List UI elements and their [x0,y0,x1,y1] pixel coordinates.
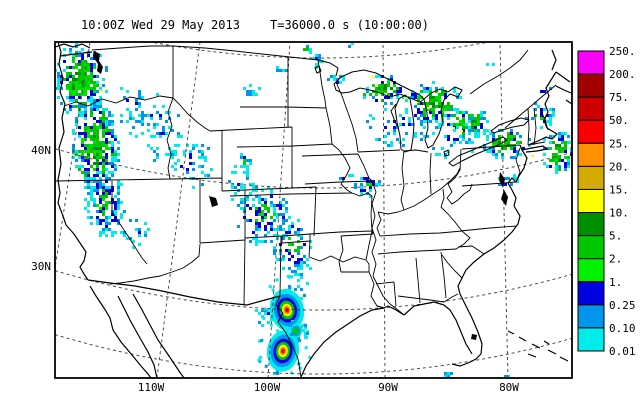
colorbar-label-50.: 50. [609,114,629,127]
map-boundaries-layer [55,42,572,378]
precip-region-oregon-se-scatter [120,219,150,249]
x-axis-labels: 110W 100W 90W 80W [138,381,520,394]
precip-region-superior-northwest [327,75,345,84]
colorbar-cell-200. [577,73,605,98]
precip-region-newengland-north [525,102,555,129]
x-tick-label-80W: 80W [499,381,519,394]
precip-region-top-edge-speck [348,42,354,48]
map-frame [54,41,573,379]
yellow-speck [100,90,103,92]
canada-border-lines [91,45,557,129]
x-tick-label-90W: 90W [378,381,398,394]
colorbar-cell-2. [577,258,605,283]
yellow-speck [452,127,455,129]
y-axis-labels: 40N 30N [31,144,51,273]
colorbar-legend: 250. 200. 75. 50. 25. 20. 15. 10. 5. 2. 1. 0.25 0.10… [577,45,636,358]
storm-cell-texas-storm-south [257,326,312,375]
colorbar-cell-15. [577,188,605,214]
colorbar-cell-1. [577,281,605,306]
eastern-state-borders [440,107,549,303]
precip-region-colorado-south [273,219,312,270]
colorbar-label-15.: 15. [609,183,629,196]
x-tick-label-110W: 110W [138,381,165,394]
colorbar-label-5.: 5. [609,230,622,243]
colorbar-cell-25. [577,142,605,167]
colorbar-label-1.: 1. [609,276,622,289]
precip-region-lake-huron-mass [405,81,462,126]
precip-region-gulf-coast-speck-1 [444,372,453,378]
colorbar-cell-50. [577,119,605,144]
plot-title-model-time: T=36000.0 s (10:00:00) [270,18,429,32]
precip-region-montana-northeast [243,84,261,96]
colorbar-label-250.: 250. [609,45,636,58]
precip-region-maine-top-specks [540,87,552,93]
colorbar-cell-20. [577,165,605,190]
yellow-speck [371,76,374,78]
colorbar-label-10.: 10. [609,207,629,220]
precip-region-north-dakota-top [303,45,312,54]
precip-region-texas-west-scatter [255,309,273,327]
graticule-layer [55,42,572,378]
colorbar-label-25.: 25. [609,137,629,150]
yellow-speck [531,155,534,157]
yellow-speck [427,107,430,109]
precip-region-pacific-northwest-north [55,42,108,120]
storm-cell-texas-storm-mid [287,320,309,346]
precip-region-quebec-top-specks [486,63,495,66]
colorbar-label-0.10: 0.10 [609,322,636,335]
plains-midwest-borders [301,81,463,316]
precip-region-gulf-coast-speck-2 [504,375,510,378]
precip-region-cascades-east [120,87,144,123]
west-coastline [55,42,281,378]
colorbar-label-75.: 75. [609,91,629,104]
great-lakes-outlines [333,69,530,167]
colorbar-label-200.: 200. [609,68,636,81]
y-tick-label-40N: 40N [31,144,51,157]
precip-region-south-dakota-cell [240,153,252,168]
colorbar-label-0.01: 0.01 [609,345,636,358]
colorbar-cell-0.10 [577,327,605,352]
colorbar-cell-10. [577,212,605,237]
precip-region-colorado-nm-border [291,261,312,285]
precipitation-layer [55,42,572,378]
colorbar-cell-75. [577,96,605,121]
plot-title-datetime: 10:00Z Wed 29 May 2013 [81,18,240,32]
colorbar-cell-250. [577,50,605,75]
precip-region-montana-top [276,66,288,72]
caribbean-islands [507,330,569,362]
precip-region-idaho-se-scatter [171,144,213,189]
colorbar-label-20.: 20. [609,160,629,173]
colorbar-label-2.: 2. [609,253,622,266]
y-tick-label-30N: 30N [31,260,51,273]
precip-region-idaho-scatter [129,93,183,162]
yellow-speck [460,130,463,132]
colorbar-cell-0.25 [577,304,605,329]
colorbar-cell-5. [577,235,605,260]
colorbar-label-0.25: 0.25 [609,299,636,312]
yellow-speck [404,97,407,99]
western-state-borders [55,46,373,378]
yellow-speck [417,101,420,103]
precip-region-iowa-cyan-tail [339,174,354,180]
precip-region-newyork-newengland [483,129,531,159]
precip-region-pacific-northwest-south [84,171,126,237]
x-tick-label-100W: 100W [254,381,281,394]
east-gulf-coastline [300,49,572,378]
